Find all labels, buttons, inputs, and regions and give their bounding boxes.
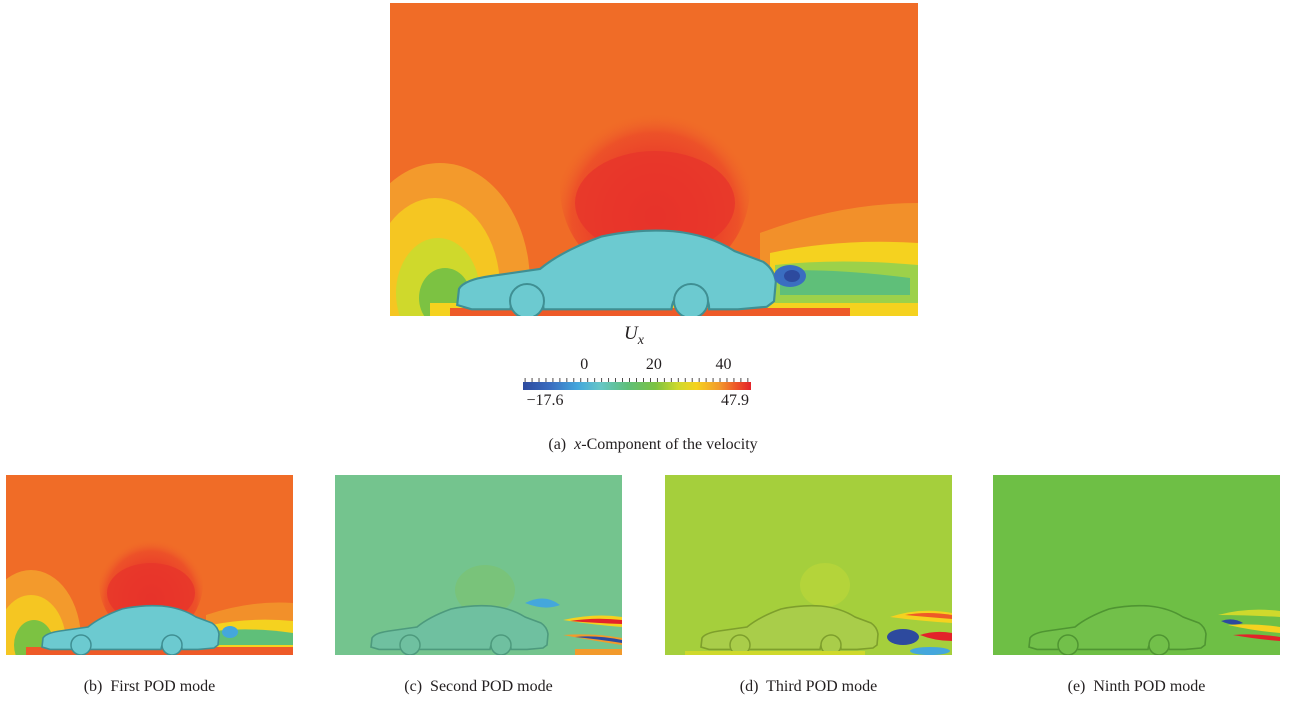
pod-mode-9-plot (993, 475, 1280, 655)
colorbar-max-label: 47.9 (721, 392, 749, 409)
pod-mode-1-plot (6, 475, 293, 655)
colorbar: 0 20 40 −17.6 47.9 (523, 356, 751, 410)
caption-d: (d) Third POD mode (739, 678, 878, 695)
field-symbol: Ux (624, 323, 644, 348)
velocity-contour-plot (390, 3, 918, 316)
caption-c: (c) Second POD mode (404, 678, 553, 695)
pod-mode-3-plot (665, 475, 952, 655)
caption-b: (b) First POD mode (83, 678, 216, 695)
caption-e: (e) Ninth POD mode (1067, 678, 1206, 695)
colorbar-tick-label: 20 (645, 356, 662, 373)
pod-mode-2-plot (335, 475, 622, 655)
caption-a: (a) x-Component of the velocity (548, 436, 758, 453)
colorbar-tick-label: 0 (580, 356, 589, 373)
colorbar-min-label: −17.6 (526, 392, 564, 409)
colorbar-tick-label: 40 (715, 356, 732, 373)
